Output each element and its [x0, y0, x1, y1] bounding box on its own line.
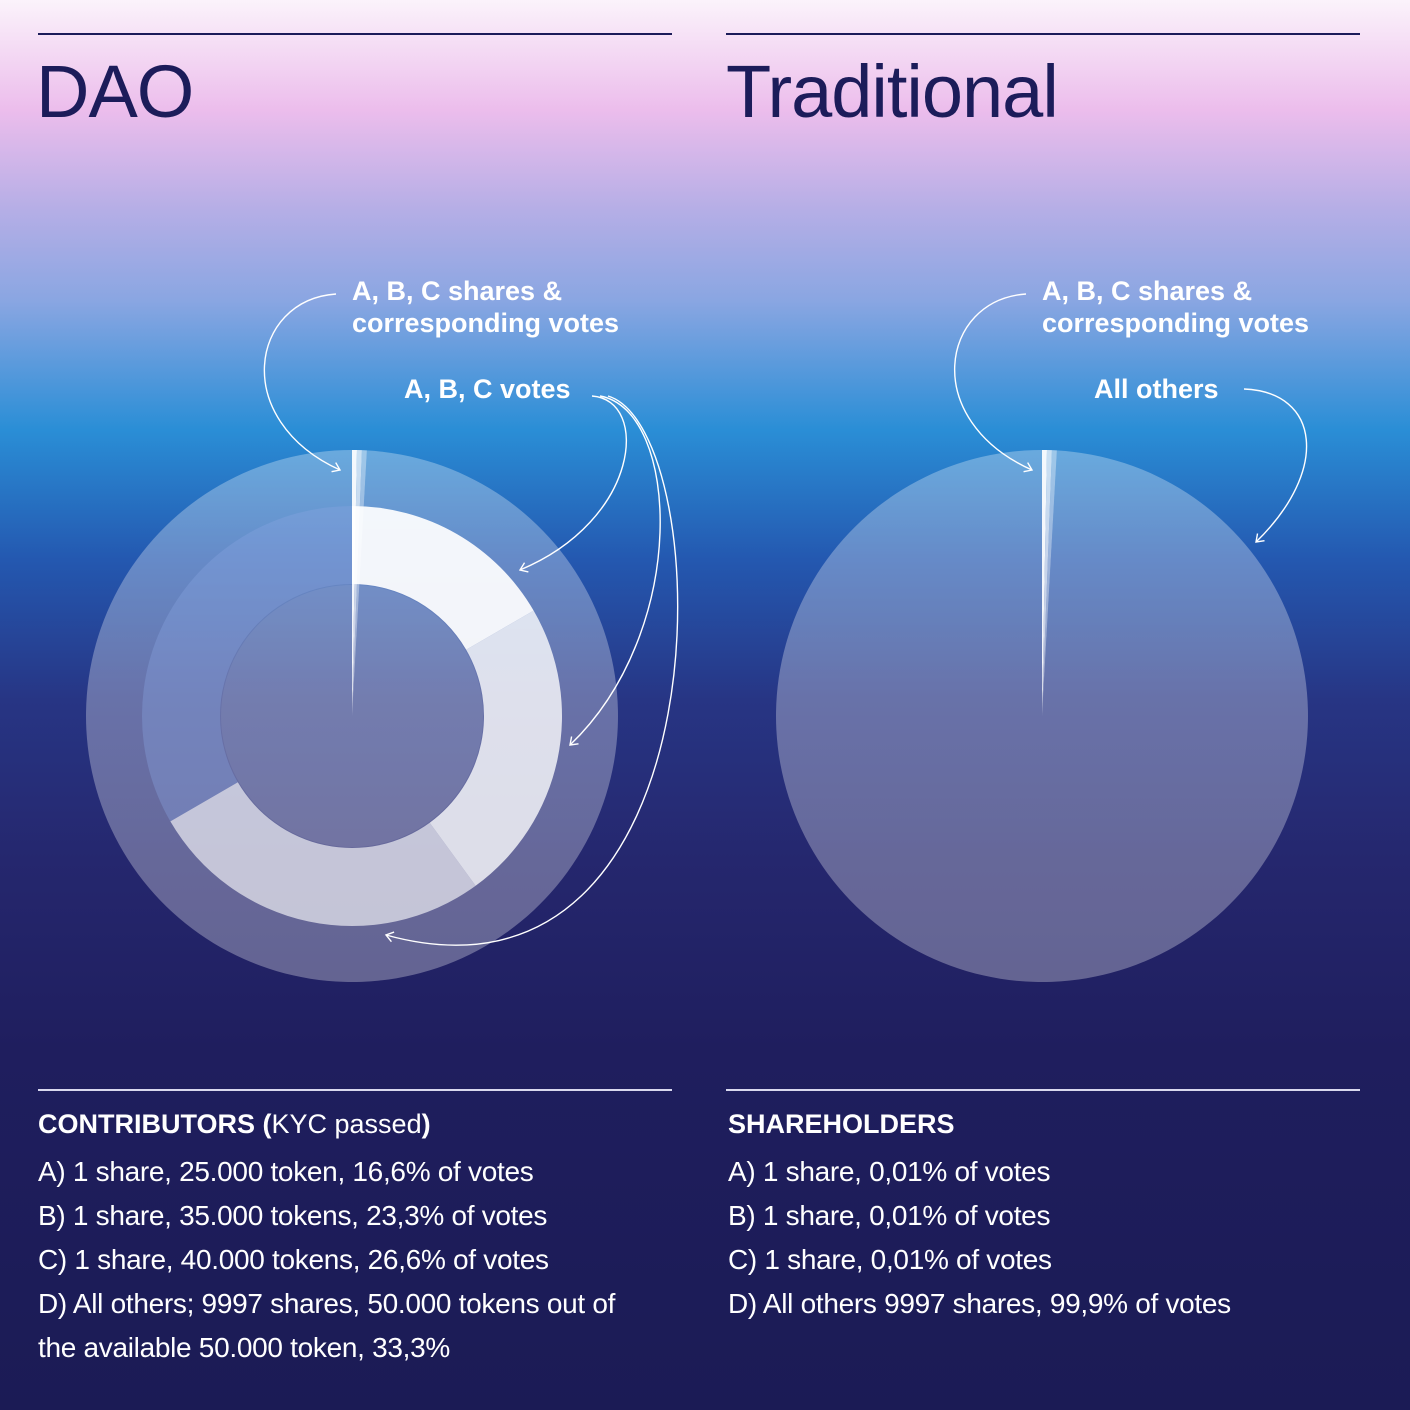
- dao-callout-shares-votes-line-1: A, B, C shares &: [352, 276, 563, 306]
- dao-votes-arrow-c: [384, 395, 679, 946]
- dao-title: DAO: [36, 50, 194, 133]
- dao-callout-votes: A, B, C votes: [404, 374, 571, 404]
- traditional-bottom-rule: [726, 1089, 1360, 1091]
- traditional-callout-others: All others: [1094, 374, 1219, 404]
- dao-caption-heading: CONTRIBUTORS (KYC passed): [38, 1106, 678, 1142]
- traditional-caption-line-b: B) 1 share, 0,01% of votes: [728, 1200, 1051, 1231]
- dao-votes-slice-b: [429, 610, 562, 886]
- dao-shares-arrow: [263, 293, 342, 473]
- traditional-caption-heading: SHAREHOLDERS: [728, 1109, 955, 1139]
- dao-votes-slice-c: [170, 782, 476, 927]
- traditional-pie: [775, 450, 1308, 983]
- dao-votes-slice-a: [352, 506, 534, 650]
- traditional-title: Traditional: [726, 50, 1059, 133]
- dao-top-rule: [38, 33, 672, 35]
- dao-votes-arrow-a: [518, 395, 628, 573]
- traditional-slice-b: [1042, 450, 1052, 716]
- traditional-caption-line-d: D) All others 9997 shares, 99,9% of vote…: [728, 1288, 1231, 1319]
- dao-caption-heading-main: CONTRIBUTORS (: [38, 1109, 272, 1139]
- traditional-callout-shares-votes-line-2: corresponding votes: [1042, 308, 1310, 338]
- dao-caption-line-c: C) 1 share, 40.000 tokens, 26,6% of vote…: [38, 1244, 549, 1275]
- dao-center-hole: [221, 585, 483, 847]
- dao-caption-line-a: A) 1 share, 25.000 token, 16,6% of votes: [38, 1156, 534, 1187]
- dao-caption-line-d-cont: the available 50.000 token, 33,3%: [38, 1332, 450, 1363]
- dao-votes-slice-d: [142, 506, 352, 822]
- dao-caption-line-d: D) All others; 9997 shares, 50.000 token…: [38, 1288, 616, 1319]
- annotation-arrows: [263, 293, 1308, 946]
- dao-caption-heading-note: KYC passed: [271, 1109, 422, 1139]
- dao-votes-arrow-b: [569, 395, 661, 746]
- traditional-callout-shares-votes: A, B, C shares & corresponding votes: [1042, 275, 1309, 339]
- traditional-top-rule: [726, 33, 1360, 35]
- dao-callout-shares-votes: A, B, C shares & corresponding votes: [352, 275, 619, 339]
- dao-votes-ring: [142, 506, 562, 927]
- traditional-callout-shares-votes-line-1: A, B, C shares &: [1042, 276, 1253, 306]
- traditional-caption-line-c: C) 1 share, 0,01% of votes: [728, 1244, 1052, 1275]
- traditional-others-arrow: [1243, 388, 1308, 543]
- traditional-slice-d: [775, 450, 1308, 983]
- traditional-shares-arrow: [953, 293, 1034, 473]
- traditional-slice-a: [1042, 450, 1047, 716]
- dao-callout-shares-votes-line-2: corresponding votes: [352, 308, 620, 338]
- traditional-caption: SHAREHOLDERS A) 1 share, 0,01% of votes …: [728, 1106, 1368, 1326]
- dao-caption: CONTRIBUTORS (KYC passed) A) 1 share, 25…: [38, 1106, 678, 1370]
- dao-caption-heading-end: ): [421, 1109, 431, 1139]
- traditional-slice-c: [1042, 450, 1057, 716]
- dao-caption-line-b: B) 1 share, 35.000 tokens, 23,3% of vote…: [38, 1200, 548, 1231]
- dao-bottom-rule: [38, 1089, 672, 1091]
- traditional-caption-line-a: A) 1 share, 0,01% of votes: [728, 1156, 1051, 1187]
